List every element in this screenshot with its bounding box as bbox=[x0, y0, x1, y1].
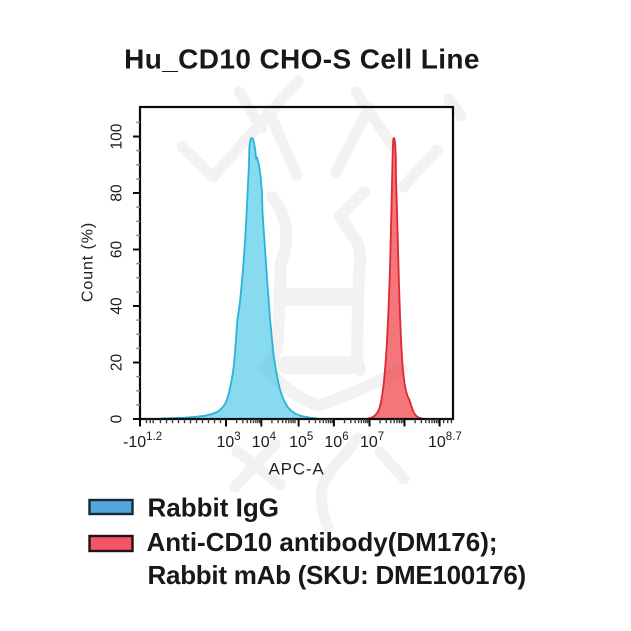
svg-text:40: 40 bbox=[109, 297, 126, 315]
svg-text:80: 80 bbox=[109, 184, 126, 202]
svg-text:Rabbit IgG: Rabbit IgG bbox=[148, 493, 279, 523]
svg-text:Count (%): Count (%) bbox=[80, 222, 97, 302]
svg-text:APC-A: APC-A bbox=[269, 460, 325, 479]
svg-text:Hu_CD10 CHO-S Cell Line: Hu_CD10 CHO-S Cell Line bbox=[124, 44, 480, 75]
svg-text:20: 20 bbox=[109, 354, 126, 372]
svg-text:Rabbit mAb (SKU: DME100176): Rabbit mAb (SKU: DME100176) bbox=[148, 560, 526, 590]
svg-text:100: 100 bbox=[109, 123, 126, 149]
svg-text:0: 0 bbox=[109, 414, 126, 423]
svg-text:60: 60 bbox=[109, 241, 126, 259]
svg-text:Anti-CD10 antibody(DM176);: Anti-CD10 antibody(DM176); bbox=[147, 527, 498, 557]
